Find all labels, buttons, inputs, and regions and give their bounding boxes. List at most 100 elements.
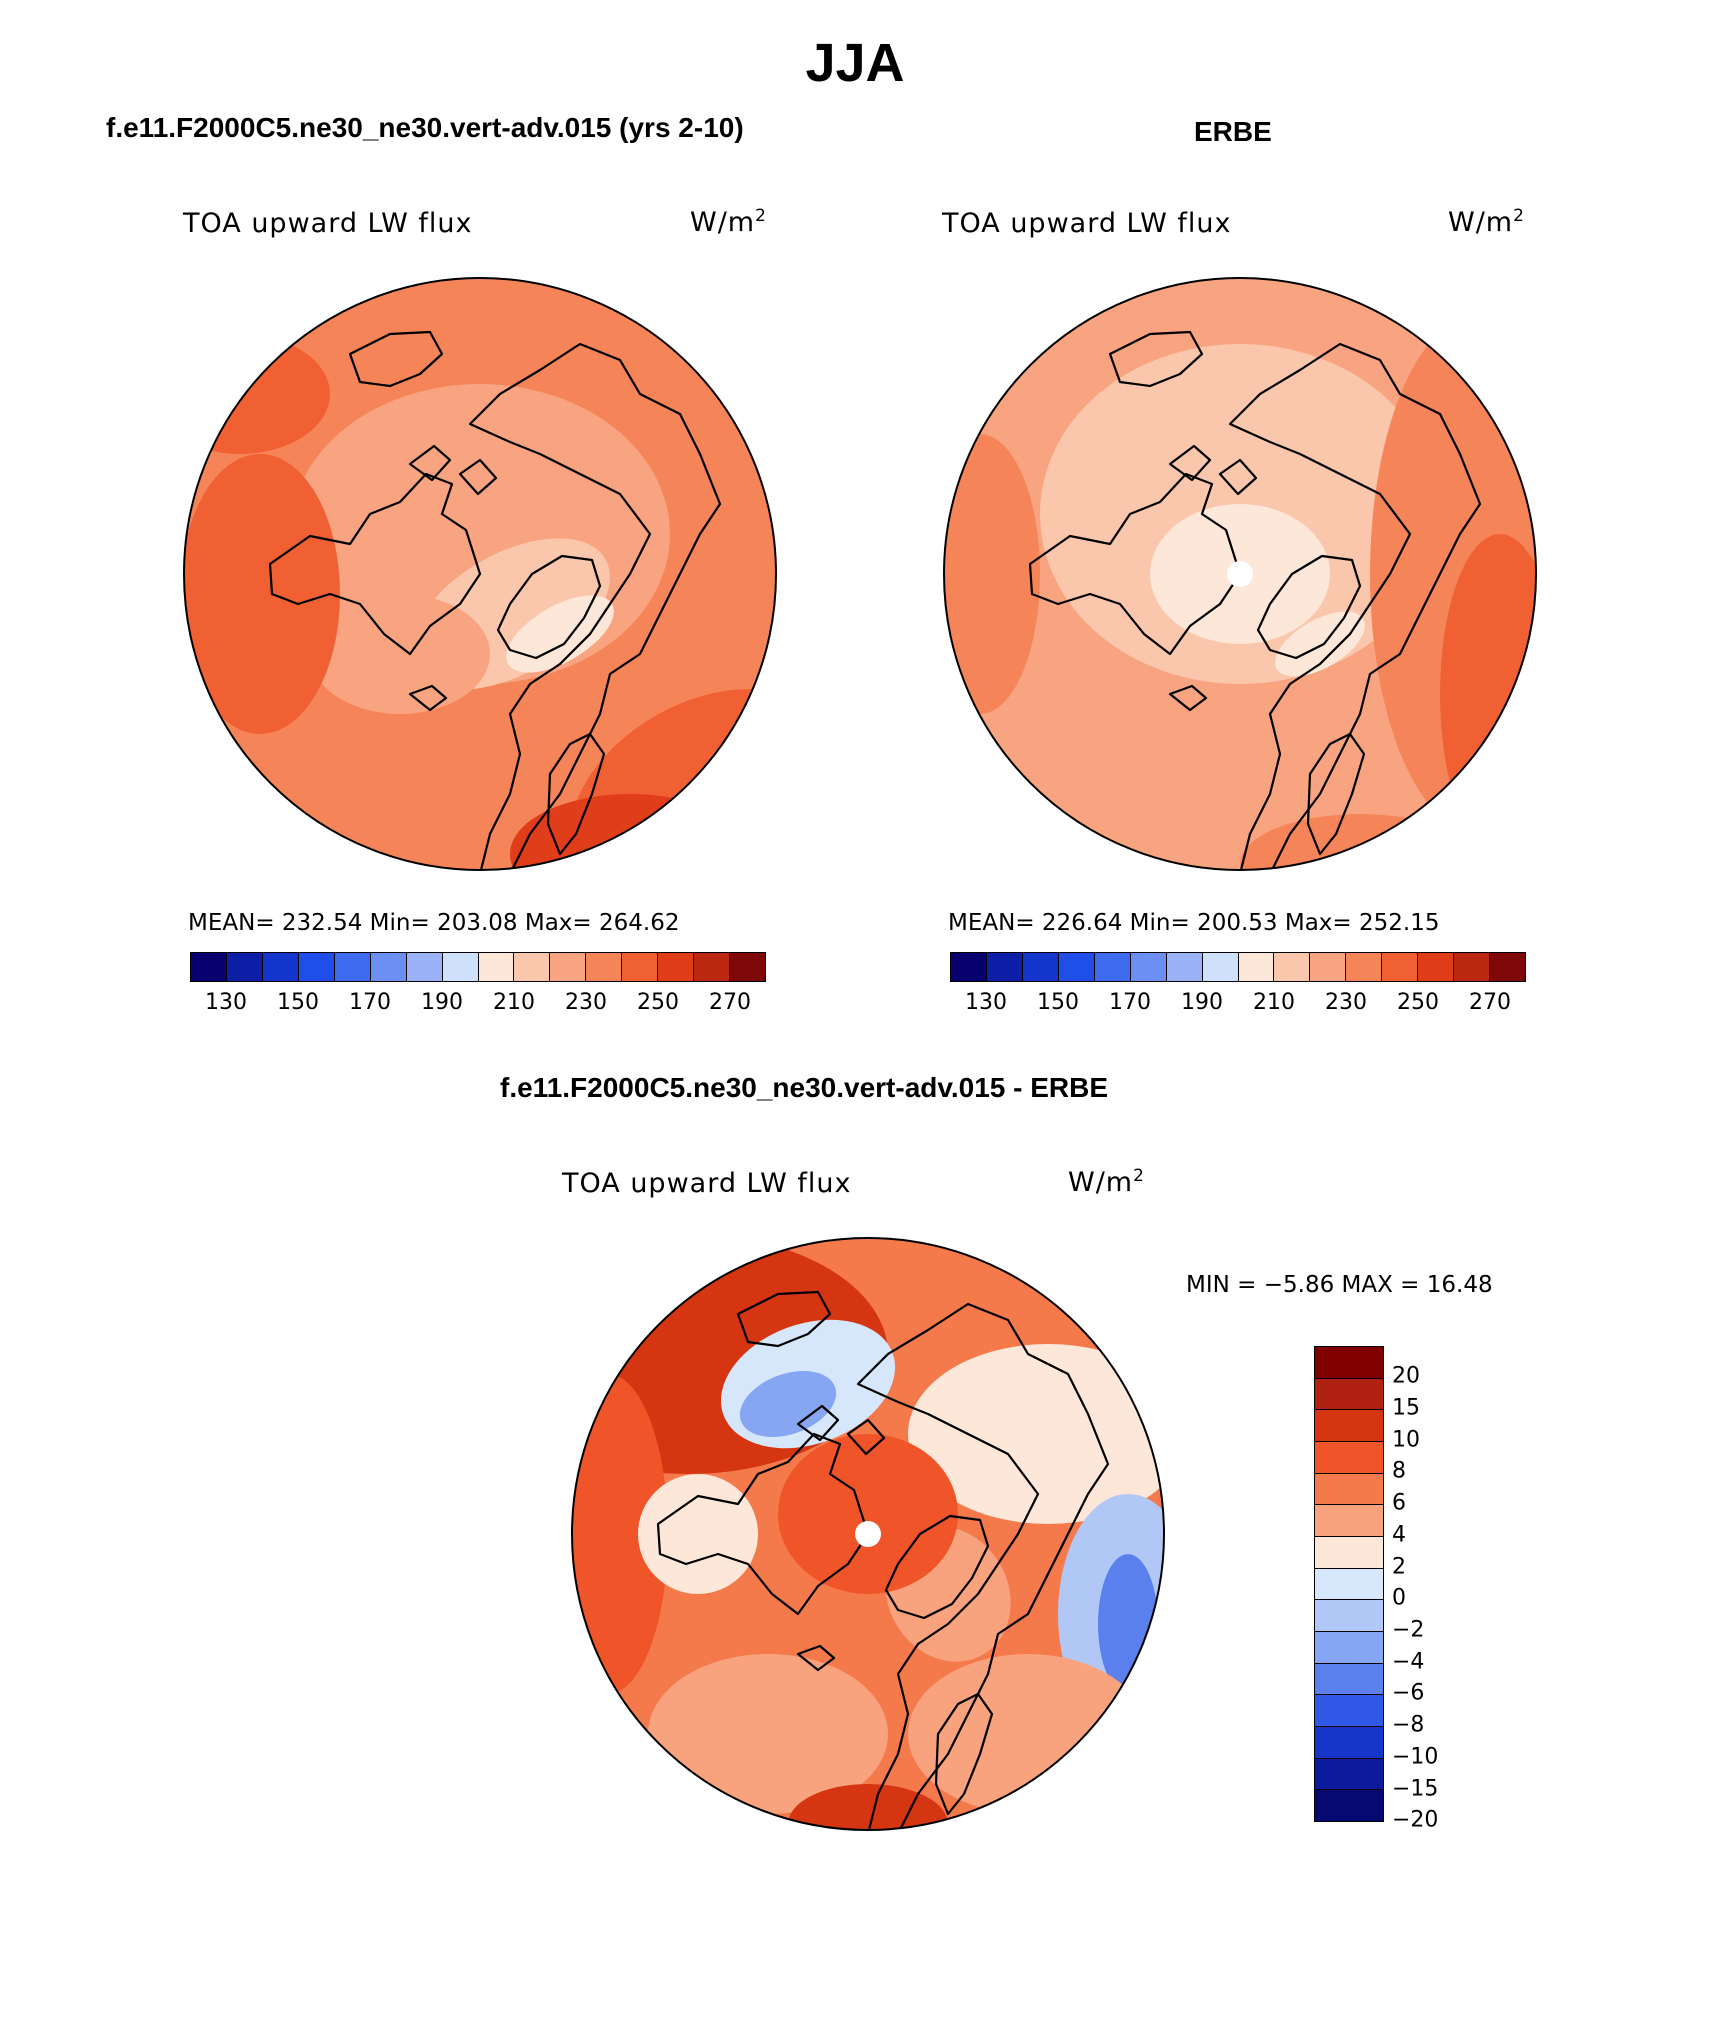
colorbar-swatch (550, 953, 587, 981)
colorbar-swatch (1315, 1568, 1383, 1601)
colorbar-tick-label: 170 (349, 990, 391, 1015)
panel-2-units-label: W/m2 (1448, 206, 1525, 238)
colorbar-swatch (442, 953, 479, 981)
colorbar-swatch (1202, 953, 1239, 981)
colorbar-swatch (1238, 953, 1275, 981)
colorbar-tick-label: −20 (1392, 1807, 1439, 1833)
colorbar-swatch (1382, 953, 1419, 981)
colorbar-tick-label: 170 (1109, 990, 1151, 1015)
colorbar-tick-label: 6 (1392, 1490, 1406, 1516)
colorbar-swatch (1418, 953, 1455, 981)
colorbar-swatch (730, 953, 765, 981)
colorbar-swatch (406, 953, 443, 981)
colorbar-tick-label: 20 (1392, 1363, 1420, 1389)
colorbar-swatch (586, 953, 623, 981)
colorbar-tick-label: −4 (1392, 1649, 1425, 1675)
diff-units-label: W/m2 (1068, 1166, 1145, 1198)
colorbar-swatch (1315, 1347, 1383, 1379)
colorbar-swatch (694, 953, 731, 981)
colorbar-swatch (1315, 1505, 1383, 1538)
colorbar-swatch (191, 953, 227, 981)
colorbar-swatch (514, 953, 551, 981)
panel-2-title: ERBE (1194, 116, 1272, 147)
colorbar-swatch (1315, 1758, 1383, 1791)
colorbar-swatch (1315, 1663, 1383, 1696)
colorbar-swatch (1315, 1442, 1383, 1474)
colorbar-tick-label: 130 (205, 990, 247, 1015)
colorbar-tick-label: 250 (1397, 990, 1439, 1015)
colorbar-tick-label: 210 (1253, 990, 1295, 1015)
colorbar-swatch (1022, 953, 1059, 981)
colorbar-swatch (1454, 953, 1491, 981)
colorbar-tick-label: 210 (493, 990, 535, 1015)
colorbar-tick-label: 150 (277, 990, 319, 1015)
panel-2-colorbar-ticks: 130 150 170 190 210 230 250 270 (950, 990, 1526, 1020)
colorbar-tick-label: −10 (1392, 1744, 1439, 1770)
colorbar-swatch (1315, 1727, 1383, 1759)
colorbar-tick-label: −8 (1392, 1712, 1425, 1738)
diff-minmax: MIN = −5.86 MAX = 16.48 (1186, 1272, 1493, 1298)
colorbar-tick-label: −6 (1392, 1680, 1425, 1706)
colorbar-swatch (1315, 1790, 1383, 1822)
colorbar-tick-label: 8 (1392, 1458, 1406, 1484)
diff-variable-label: TOA upward LW flux (562, 1168, 852, 1199)
panel-1-stats: MEAN= 232.54 Min= 203.08 Max= 264.62 (188, 910, 680, 936)
colorbar-swatch (1130, 953, 1167, 981)
colorbar-swatch (1346, 953, 1383, 981)
colorbar-tick-label: 0 (1392, 1585, 1406, 1611)
colorbar-swatch (478, 953, 515, 981)
colorbar-swatch (1315, 1410, 1383, 1443)
colorbar-tick-label: 190 (1181, 990, 1223, 1015)
panel-1-colorbar (190, 952, 766, 982)
colorbar-tick-label: 150 (1037, 990, 1079, 1015)
colorbar-swatch (658, 953, 695, 981)
colorbar-tick-label: 15 (1392, 1395, 1420, 1421)
colorbar-tick-label: 190 (421, 990, 463, 1015)
main-title: JJA (805, 33, 905, 93)
colorbar-swatch (1310, 953, 1347, 981)
panel-2-colorbar (950, 952, 1526, 982)
colorbar-swatch (1315, 1600, 1383, 1633)
colorbar-swatch (622, 953, 659, 981)
colorbar-tick-label: 250 (637, 990, 679, 1015)
panel-2-polar-map (943, 277, 1537, 871)
colorbar-swatch (1490, 953, 1525, 981)
colorbar-tick-label: 130 (965, 990, 1007, 1015)
colorbar-tick-label: 4 (1392, 1522, 1406, 1548)
colorbar-swatch (1315, 1537, 1383, 1569)
colorbar-swatch (1315, 1632, 1383, 1664)
panel-1-polar-map (183, 277, 777, 871)
colorbar-swatch (1274, 953, 1311, 981)
panel-2-variable-label: TOA upward LW flux (942, 208, 1232, 239)
colorbar-tick-label: 270 (709, 990, 751, 1015)
panel-1-units-label: W/m2 (690, 206, 767, 238)
colorbar-swatch (1166, 953, 1203, 981)
colorbar-swatch (1315, 1378, 1383, 1411)
colorbar-tick-label: 10 (1392, 1427, 1420, 1453)
diff-title: f.e11.F2000C5.ne30_ne30.vert-adv.015 - E… (500, 1072, 1109, 1103)
panel-2-stats: MEAN= 226.64 Min= 200.53 Max= 252.15 (948, 910, 1440, 936)
colorbar-swatch (1094, 953, 1131, 981)
colorbar-swatch (986, 953, 1023, 981)
colorbar-tick-label: −2 (1392, 1617, 1425, 1643)
colorbar-tick-label: 230 (1325, 990, 1367, 1015)
colorbar-swatch (951, 953, 987, 981)
diff-colorbar (1314, 1346, 1384, 1822)
colorbar-swatch (334, 953, 371, 981)
panel-1-colorbar-ticks: 130 150 170 190 210 230 250 270 (190, 990, 766, 1020)
panel-1-title: f.e11.F2000C5.ne30_ne30.vert-adv.015 (yr… (106, 112, 744, 143)
diff-polar-map (571, 1237, 1165, 1831)
colorbar-tick-label: 2 (1392, 1554, 1406, 1580)
colorbar-swatch (1315, 1473, 1383, 1506)
panel-1-variable-label: TOA upward LW flux (183, 208, 473, 239)
colorbar-tick-label: −15 (1392, 1776, 1439, 1802)
colorbar-swatch (262, 953, 299, 981)
colorbar-swatch (298, 953, 335, 981)
diff-colorbar-ticks: 20 15 10 8 6 4 2 0 −2 −4 −6 −8 −10 −15 −20 (1392, 1346, 1472, 1833)
colorbar-swatch (1315, 1695, 1383, 1728)
colorbar-swatch (1058, 953, 1095, 981)
colorbar-tick-label: 270 (1469, 990, 1511, 1015)
colorbar-swatch (370, 953, 407, 981)
colorbar-tick-label: 230 (565, 990, 607, 1015)
colorbar-swatch (226, 953, 263, 981)
